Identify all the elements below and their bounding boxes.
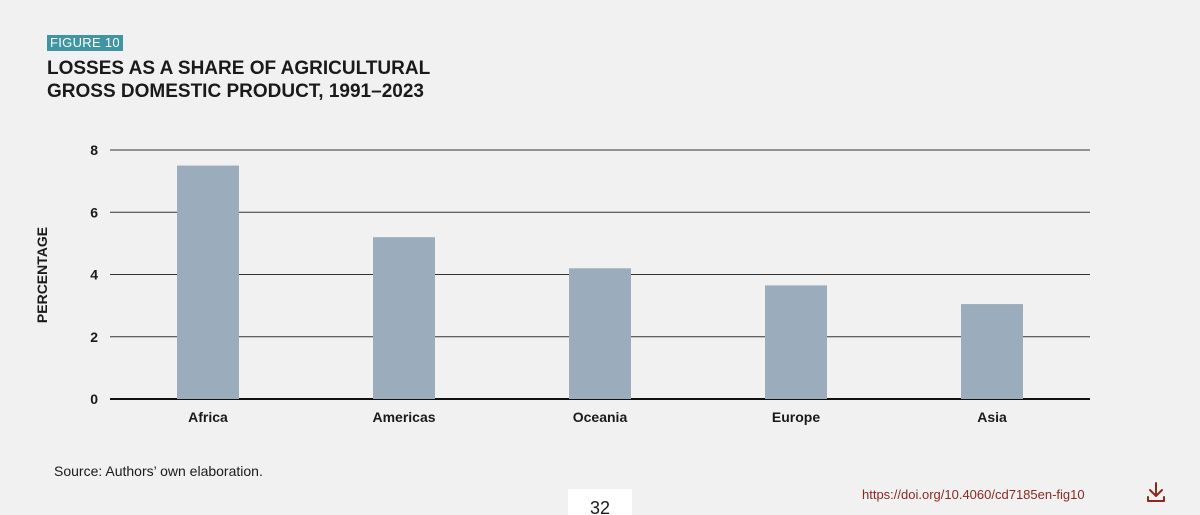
y-tick-label: 6	[90, 204, 98, 220]
bar-americas	[373, 237, 435, 399]
x-tick-label: Asia	[977, 409, 1007, 425]
x-tick-label: Africa	[188, 409, 228, 425]
x-tick-label: Oceania	[573, 409, 628, 425]
y-tick-label: 8	[90, 142, 98, 158]
y-axis-label: PERCENTAGE	[34, 227, 50, 323]
figure-title-line-2: GROSS DOMESTIC PRODUCT, 1991–2023	[47, 81, 424, 102]
bar-asia	[961, 304, 1023, 399]
chart-bars	[177, 165, 1023, 399]
doi-link[interactable]: https://doi.org/10.4060/cd7185en-fig10	[862, 487, 1085, 502]
bar-oceania	[569, 268, 631, 399]
y-tick-label: 2	[90, 329, 98, 345]
bar-europe	[765, 285, 827, 399]
x-tick-label: Americas	[372, 409, 435, 425]
y-tick-label: 0	[90, 391, 98, 407]
figure-title-line-1: LOSSES AS A SHARE OF AGRICULTURAL	[47, 58, 431, 79]
chart-labels: 0 2 4 6 8 Africa Americas Oceania Europe Asia	[90, 142, 1007, 425]
figure-title: LOSSES AS A SHARE OF AGRICULTURAL GROSS …	[47, 57, 430, 103]
x-tick-label: Europe	[772, 409, 820, 425]
download-icon[interactable]	[1144, 480, 1168, 504]
page-number: 32	[568, 489, 632, 515]
source-note: Source: Authors’ own elaboration.	[54, 463, 263, 479]
figure-tag: FIGURE 10	[47, 35, 123, 51]
bar-africa	[177, 165, 239, 399]
y-tick-label: 4	[90, 267, 98, 283]
